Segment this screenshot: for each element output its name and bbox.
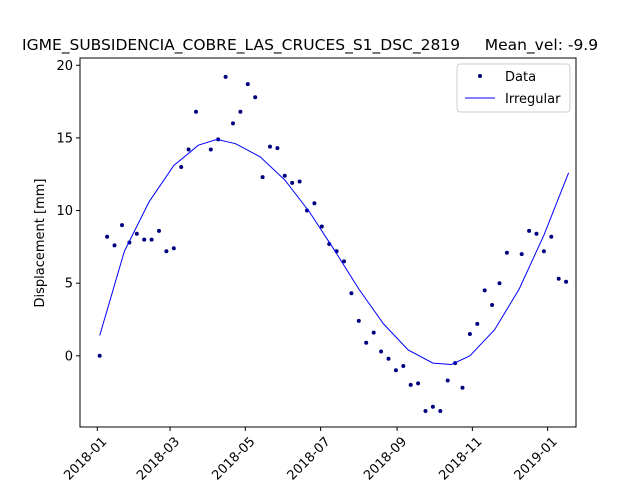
data-point (527, 228, 532, 233)
data-point (482, 288, 487, 293)
y-tick-label: 5 (65, 277, 73, 292)
data-point (445, 378, 450, 383)
data-point (541, 249, 546, 254)
data-point (386, 356, 391, 361)
data-point (319, 224, 324, 229)
data-point (342, 259, 346, 264)
data-point (282, 173, 287, 178)
data-point (460, 385, 465, 390)
data-point (164, 249, 169, 254)
y-tick-label: 15 (56, 131, 73, 146)
data-point (194, 109, 198, 114)
data-point (208, 147, 213, 152)
data-point (97, 353, 102, 358)
data-point (416, 381, 421, 386)
legend: Data Irregular (456, 63, 571, 113)
data-point (534, 231, 539, 236)
data-point (290, 180, 295, 185)
data-point (275, 146, 280, 151)
data-point (157, 228, 161, 233)
data-point (519, 252, 524, 257)
data-point (401, 364, 406, 368)
series-line-irregular (99, 138, 570, 366)
data-point (231, 121, 235, 126)
data-point (120, 223, 124, 228)
data-point (253, 95, 258, 100)
data-point (142, 237, 147, 242)
data-point (112, 243, 117, 248)
data-point (245, 82, 250, 87)
data-point (105, 234, 110, 239)
data-point (430, 404, 435, 409)
data-point (186, 147, 191, 152)
axes-frame (79, 57, 577, 428)
chart-title: IGME_SUBSIDENCIA_COBRE_LAS_CRUCES_S1_DSC… (22, 36, 598, 55)
y-tick-label: 10 (56, 204, 73, 219)
data-point (408, 382, 413, 387)
data-point (268, 144, 272, 149)
data-point (297, 179, 302, 184)
legend-data-label: Data (505, 70, 536, 85)
data-point (379, 349, 384, 354)
data-point (549, 234, 554, 239)
data-point (475, 321, 480, 326)
data-point (260, 175, 265, 180)
data-point (497, 281, 502, 286)
data-point (423, 409, 428, 413)
data-point (556, 276, 561, 281)
data-point (171, 246, 176, 251)
data-point (438, 409, 443, 413)
data-point (223, 74, 228, 79)
data-point (134, 231, 139, 236)
data-point (312, 201, 317, 206)
legend-irregular-label: Irregular (505, 92, 561, 107)
data-point (467, 332, 472, 336)
data-point (371, 330, 376, 335)
y-tick-label: 0 (65, 349, 73, 364)
y-tick-label: 20 (56, 59, 73, 74)
legend-box (456, 63, 571, 113)
plot-area (97, 74, 570, 413)
data-point (504, 250, 509, 255)
y-axis-label: Displacement [mm] (33, 179, 48, 308)
data-point (393, 368, 398, 373)
data-point (364, 340, 369, 345)
data-point (564, 279, 569, 284)
legend-data-marker (478, 74, 482, 78)
data-point (349, 291, 354, 296)
data-point (179, 165, 184, 169)
data-point (490, 303, 495, 307)
data-point (149, 237, 154, 242)
data-point (356, 318, 361, 323)
data-point (238, 109, 243, 114)
